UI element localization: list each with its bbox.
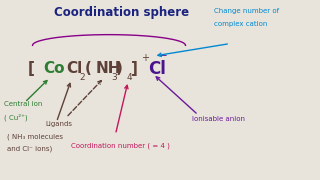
Text: (: (	[85, 61, 92, 76]
Text: ]: ]	[131, 61, 138, 76]
Text: Coordination number ( = 4 ): Coordination number ( = 4 )	[71, 142, 170, 149]
Text: Ionisable anion: Ionisable anion	[192, 116, 245, 122]
Text: 3: 3	[112, 73, 117, 82]
Text: Co: Co	[44, 61, 65, 76]
Text: Cl: Cl	[148, 60, 166, 78]
Text: ( NH₃ molecules: ( NH₃ molecules	[7, 133, 63, 140]
Text: ( Cu²⁺): ( Cu²⁺)	[4, 113, 28, 121]
Text: Ligands: Ligands	[45, 121, 72, 127]
Text: ): )	[116, 61, 123, 76]
Text: NH: NH	[96, 61, 121, 76]
Text: 4: 4	[126, 73, 132, 82]
Text: [: [	[28, 61, 35, 76]
Text: 2: 2	[80, 73, 85, 82]
Text: and Cl⁻ ions): and Cl⁻ ions)	[7, 146, 52, 152]
Text: complex cation: complex cation	[214, 21, 268, 27]
Text: Coordination sphere: Coordination sphere	[54, 6, 189, 19]
Text: +: +	[141, 53, 149, 63]
Text: Cl: Cl	[66, 61, 82, 76]
Text: −: −	[159, 51, 168, 61]
Text: Change number of: Change number of	[214, 8, 279, 14]
Text: Central ion: Central ion	[4, 101, 42, 107]
